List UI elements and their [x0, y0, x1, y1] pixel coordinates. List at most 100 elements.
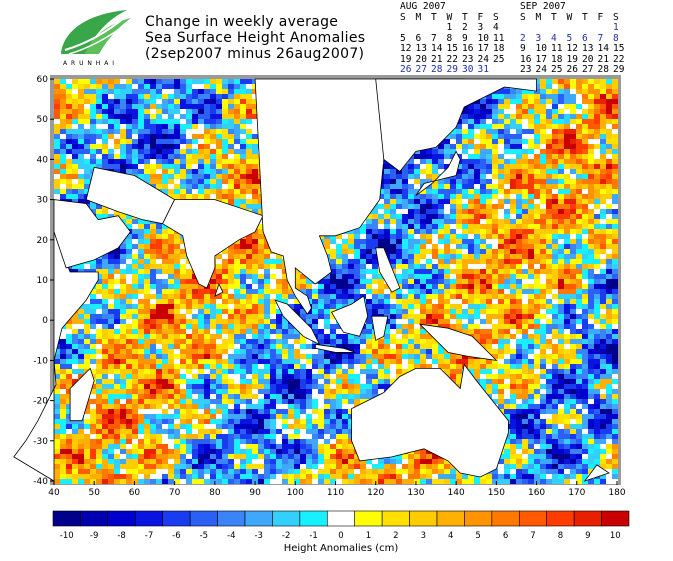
anomaly-cell — [552, 214, 558, 219]
anomaly-cell — [156, 99, 162, 104]
anomaly-cell — [372, 244, 378, 249]
anomaly-cell — [258, 309, 264, 314]
anomaly-cell — [516, 254, 522, 259]
anomaly-cell — [564, 209, 570, 214]
anomaly-cell — [132, 169, 138, 174]
anomaly-cell — [540, 139, 546, 144]
anomaly-cell — [84, 124, 90, 129]
anomaly-cell — [600, 189, 606, 194]
anomaly-cell — [66, 114, 72, 119]
anomaly-cell — [570, 154, 576, 159]
anomaly-cell — [126, 289, 132, 294]
anomaly-cell — [246, 124, 252, 129]
anomaly-cell — [498, 139, 504, 144]
anomaly-cell — [468, 119, 474, 124]
anomaly-cell — [492, 139, 498, 144]
anomaly-cell — [318, 294, 324, 299]
anomaly-cell — [168, 329, 174, 334]
anomaly-cell — [246, 239, 252, 244]
anomaly-cell — [450, 284, 456, 289]
anomaly-cell — [276, 264, 282, 269]
anomaly-cell — [108, 264, 114, 269]
anomaly-cell — [546, 94, 552, 99]
anomaly-cell — [390, 194, 396, 199]
anomaly-cell — [480, 149, 486, 154]
anomaly-cell — [180, 269, 186, 274]
anomaly-cell — [318, 314, 324, 319]
anomaly-cell — [438, 324, 444, 329]
anomaly-cell — [600, 179, 606, 184]
anomaly-cell — [396, 304, 402, 309]
anomaly-cell — [138, 259, 144, 264]
anomaly-cell — [420, 229, 426, 234]
anomaly-cell — [594, 254, 600, 259]
anomaly-cell — [252, 184, 258, 189]
anomaly-cell — [156, 324, 162, 329]
anomaly-cell — [480, 189, 486, 194]
calendar-day: 21 — [431, 53, 443, 65]
anomaly-cell — [588, 279, 594, 284]
anomaly-cell — [60, 149, 66, 154]
anomaly-cell — [570, 89, 576, 94]
anomaly-cell — [468, 324, 474, 329]
anomaly-cell — [588, 294, 594, 299]
anomaly-cell — [546, 289, 552, 294]
anomaly-cell — [480, 194, 486, 199]
anomaly-cell — [366, 254, 372, 259]
anomaly-cell — [540, 89, 546, 94]
anomaly-cell — [270, 304, 276, 309]
anomaly-cell — [186, 314, 192, 319]
anomaly-cell — [540, 189, 546, 194]
anomaly-cell — [246, 284, 252, 289]
anomaly-cell — [456, 209, 462, 214]
anomaly-cell — [600, 184, 606, 189]
anomaly-cell — [132, 309, 138, 314]
anomaly-cell — [540, 279, 546, 284]
anomaly-cell — [504, 154, 510, 159]
anomaly-cell — [222, 114, 228, 119]
anomaly-cell — [594, 289, 600, 294]
anomaly-cell — [420, 274, 426, 279]
anomaly-cell — [456, 149, 462, 154]
anomaly-cell — [426, 214, 432, 219]
anomaly-cell — [90, 144, 96, 149]
anomaly-cell — [72, 189, 78, 194]
anomaly-cell — [192, 89, 198, 94]
anomaly-cell — [222, 174, 228, 179]
anomaly-cell — [504, 264, 510, 269]
anomaly-cell — [120, 294, 126, 299]
anomaly-cell — [90, 334, 96, 339]
anomaly-cell — [444, 214, 450, 219]
anomaly-cell — [612, 249, 618, 254]
anomaly-cell — [522, 289, 528, 294]
anomaly-cell — [174, 314, 180, 319]
anomaly-cell — [492, 219, 498, 224]
anomaly-cell — [114, 149, 120, 154]
anomaly-cell — [198, 89, 204, 94]
anomaly-cell — [558, 269, 564, 274]
anomaly-cell — [558, 129, 564, 134]
anomaly-cell — [588, 159, 594, 164]
anomaly-cell — [600, 289, 606, 294]
anomaly-cell — [234, 244, 240, 249]
anomaly-cell — [612, 184, 618, 189]
anomaly-cell — [396, 289, 402, 294]
anomaly-cell — [492, 239, 498, 244]
anomaly-cell — [504, 144, 510, 149]
anomaly-cell — [210, 314, 216, 319]
anomaly-cell — [612, 199, 618, 204]
anomaly-cell — [582, 244, 588, 249]
anomaly-cell — [576, 189, 582, 194]
anomaly-cell — [210, 329, 216, 334]
anomaly-cell — [168, 309, 174, 314]
anomaly-cell — [462, 124, 468, 129]
weekday-label: S — [400, 11, 406, 23]
anomaly-cell — [414, 299, 420, 304]
anomaly-cell — [108, 334, 114, 339]
anomaly-cell — [510, 124, 516, 129]
anomaly-cell — [414, 269, 420, 274]
anomaly-cell — [468, 149, 474, 154]
anomaly-cell — [360, 269, 366, 274]
anomaly-cell — [576, 119, 582, 124]
anomaly-cell — [396, 309, 402, 314]
